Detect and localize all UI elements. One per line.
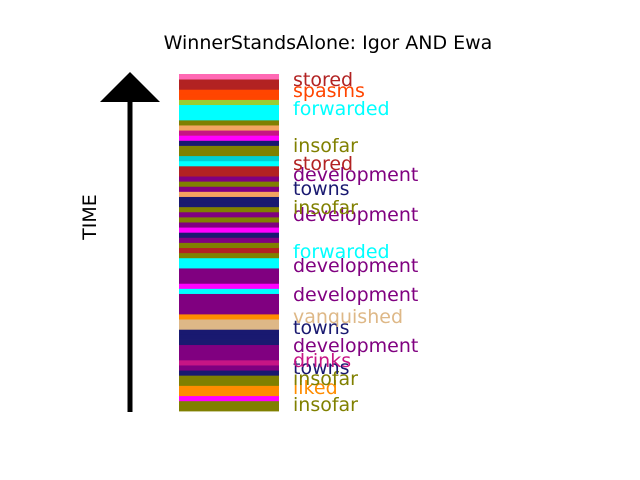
event-label: development: [293, 284, 418, 306]
stripe: [179, 176, 279, 182]
event-label: forwarded: [293, 98, 390, 120]
event-label: insofar: [293, 394, 358, 416]
stripe: [179, 242, 279, 249]
stripe: [179, 334, 279, 340]
event-label: stored: [293, 153, 353, 175]
event-label: insofar: [293, 197, 358, 219]
event-label: development: [293, 204, 418, 226]
stripe: [179, 196, 279, 203]
stripe: [179, 395, 279, 402]
stripe: [179, 94, 279, 100]
stripe: [179, 405, 279, 412]
stripe: [179, 211, 279, 218]
stripe: [179, 298, 279, 305]
stripe: [179, 206, 279, 213]
stripe: [179, 313, 279, 320]
event-label: towns: [293, 178, 350, 200]
event-label: vanquished: [293, 306, 403, 328]
stripe: [179, 262, 279, 269]
stripe: [179, 365, 279, 371]
stripe: [179, 390, 279, 397]
event-label: insofar: [293, 368, 358, 390]
stripe: [179, 370, 279, 376]
stripe: [179, 150, 279, 157]
stripe: [179, 201, 279, 208]
stripe: [179, 227, 279, 233]
stripe: [179, 130, 279, 136]
stripe: [179, 278, 279, 284]
stripe: [179, 171, 279, 177]
event-label: insofar: [293, 135, 358, 157]
stripe: [179, 99, 279, 106]
stripe: [179, 257, 279, 264]
stripe: [179, 400, 279, 407]
chart-title: WinnerStandsAlone: Igor AND Ewa: [164, 32, 493, 54]
stripe: [179, 119, 279, 126]
stripe: [179, 385, 279, 391]
stripe: [179, 160, 279, 167]
stripe: [179, 247, 279, 254]
label-column: insofarlikedinsofartownsdrinksdevelopmen…: [293, 69, 418, 416]
stripe: [179, 359, 279, 366]
stripe: [179, 79, 279, 85]
stripe: [179, 135, 279, 141]
event-label: forwarded: [293, 241, 390, 263]
stripe: [179, 273, 279, 279]
time-arrow: [100, 72, 160, 412]
stripe: [179, 109, 279, 116]
event-label: liked: [293, 377, 338, 399]
event-label: spasms: [293, 80, 365, 102]
stripe: [179, 84, 279, 90]
stripe: [179, 237, 279, 243]
stripe-column: [179, 74, 279, 412]
stripe: [179, 165, 279, 172]
stripe: [179, 155, 279, 162]
stripe: [179, 125, 279, 131]
stripe: [179, 283, 279, 289]
stripe: [179, 380, 279, 386]
stripe: [179, 354, 279, 361]
stripe: [179, 339, 279, 346]
time-arrow-shaft: [127, 100, 133, 412]
stripe: [179, 191, 279, 197]
event-label: development: [293, 255, 418, 277]
event-label: towns: [293, 317, 350, 339]
stripe: [179, 268, 279, 274]
stripe: [179, 308, 279, 315]
stripe: [179, 145, 279, 151]
event-label: drinks: [293, 350, 351, 372]
stripe: [179, 375, 279, 381]
stripe: [179, 252, 279, 259]
stripe: [179, 114, 279, 121]
stripe: [179, 303, 279, 310]
time-arrow-head: [100, 72, 160, 102]
event-label: towns: [293, 357, 350, 379]
stripe: [179, 349, 279, 356]
stripe: [179, 140, 279, 146]
event-label: development: [293, 335, 418, 357]
stripe: [179, 216, 279, 223]
stripe: [179, 186, 279, 192]
y-axis-label: TIME: [79, 194, 101, 241]
event-label: development: [293, 164, 418, 186]
stripe: [179, 288, 279, 294]
stripe: [179, 74, 279, 80]
stripe: [179, 324, 279, 330]
stripe: [179, 181, 279, 187]
stripe: [179, 319, 279, 325]
stripe: [179, 293, 279, 300]
stripe: [179, 344, 279, 351]
stripe: [179, 232, 279, 238]
event-label: stored: [293, 69, 353, 91]
stripe: [179, 89, 279, 95]
stripe: [179, 104, 279, 111]
stripe: [179, 329, 279, 335]
stripe: [179, 222, 279, 228]
